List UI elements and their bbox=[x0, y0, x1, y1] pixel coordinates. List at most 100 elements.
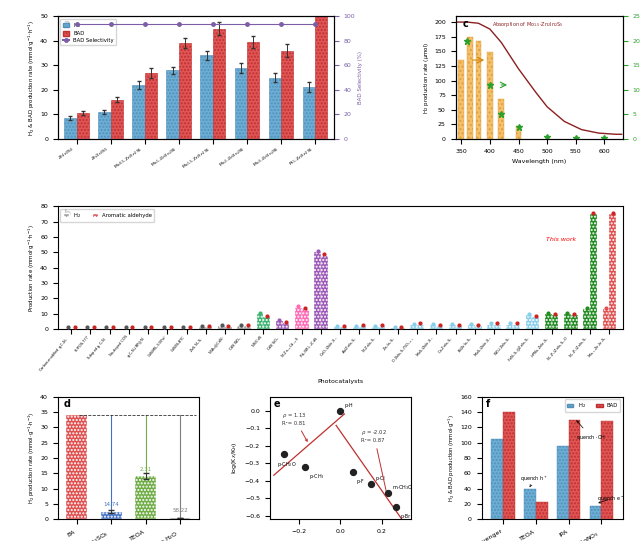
Bar bbox=[234, 68, 247, 139]
Point bbox=[351, 321, 361, 330]
Bar bbox=[132, 85, 144, 139]
Point bbox=[185, 323, 195, 332]
Point bbox=[347, 468, 358, 477]
Text: $\rho$ = 1.13
R²= 0.81: $\rho$ = 1.13 R²= 0.81 bbox=[282, 411, 308, 441]
Bar bbox=[487, 325, 494, 329]
Bar bbox=[468, 325, 475, 329]
Bar bbox=[584, 309, 590, 329]
Text: a: a bbox=[64, 19, 70, 29]
Point bbox=[243, 320, 253, 329]
Point bbox=[473, 320, 483, 329]
Point bbox=[454, 320, 464, 329]
Point bbox=[550, 310, 560, 319]
Bar bbox=[144, 72, 157, 139]
Bar bbox=[360, 326, 366, 329]
Y-axis label: log(K$_X$/K$_H$): log(K$_X$/K$_H$) bbox=[230, 441, 239, 474]
Bar bbox=[467, 37, 473, 139]
Text: quench $\cdot$OH: quench $\cdot$OH bbox=[576, 421, 606, 442]
Point bbox=[588, 208, 598, 217]
Point bbox=[313, 247, 323, 255]
Point bbox=[262, 311, 272, 320]
X-axis label: Photocatalysts: Photocatalysts bbox=[317, 379, 363, 384]
Point bbox=[383, 489, 393, 497]
Bar bbox=[282, 323, 290, 329]
Bar bbox=[535, 503, 548, 519]
Point bbox=[159, 323, 169, 332]
Bar bbox=[410, 325, 417, 329]
Bar bbox=[66, 415, 87, 519]
Point bbox=[338, 321, 349, 330]
Point bbox=[370, 321, 381, 330]
Point bbox=[485, 319, 496, 328]
Legend: H$_2$, BAD: H$_2$, BAD bbox=[565, 399, 620, 412]
Text: d: d bbox=[64, 399, 71, 409]
Bar bbox=[135, 477, 156, 519]
Point bbox=[543, 308, 553, 317]
Bar bbox=[340, 327, 347, 329]
Point bbox=[293, 302, 304, 311]
Text: p-H: p-H bbox=[344, 403, 353, 407]
Text: 2.31: 2.31 bbox=[139, 467, 152, 472]
Bar bbox=[263, 317, 270, 329]
Point bbox=[121, 323, 131, 332]
Y-axis label: Production rate (mmol$\cdot$g$^{-1}$$\cdot$h$^{-1}$): Production rate (mmol$\cdot$g$^{-1}$$\cd… bbox=[27, 224, 37, 312]
Bar bbox=[315, 253, 321, 329]
Bar bbox=[169, 518, 191, 519]
Bar bbox=[110, 100, 123, 139]
Point bbox=[236, 320, 246, 329]
Text: p-CH$_2$O: p-CH$_2$O bbox=[277, 460, 297, 469]
Point bbox=[274, 316, 284, 325]
Bar bbox=[372, 327, 379, 329]
Bar bbox=[458, 60, 464, 139]
Bar bbox=[569, 420, 580, 519]
Text: p-Br: p-Br bbox=[401, 514, 411, 519]
Point bbox=[601, 304, 611, 312]
Bar bbox=[429, 325, 437, 329]
Point bbox=[69, 323, 80, 332]
Point bbox=[415, 319, 426, 328]
Point bbox=[396, 323, 406, 332]
Y-axis label: BAD Selectivity (%): BAD Selectivity (%) bbox=[358, 51, 363, 104]
Y-axis label: H$_2$ & BAD production rate (mmol$\cdot$g$^{-1}$$\cdot$h$^{-1}$): H$_2$ & BAD production rate (mmol$\cdot$… bbox=[27, 19, 37, 136]
Bar bbox=[449, 325, 456, 329]
Text: m-CH$_3$O: m-CH$_3$O bbox=[392, 483, 413, 492]
Point bbox=[108, 323, 118, 332]
Point bbox=[447, 320, 457, 328]
Text: quench e$^-$: quench e$^-$ bbox=[597, 494, 625, 503]
Point bbox=[408, 320, 419, 328]
Point bbox=[332, 321, 342, 330]
Bar bbox=[257, 314, 263, 329]
Point bbox=[435, 320, 445, 329]
Y-axis label: H$_2$ production rate ($\mu$mol): H$_2$ production rate ($\mu$mol) bbox=[422, 42, 431, 114]
Legend: H$_2$, Aromatic aldehyde: H$_2$, Aromatic aldehyde bbox=[60, 209, 154, 222]
Point bbox=[377, 320, 387, 329]
Text: e: e bbox=[274, 399, 281, 409]
Point bbox=[279, 450, 290, 459]
Bar bbox=[178, 43, 191, 139]
Text: 14.74: 14.74 bbox=[103, 502, 119, 507]
Text: p-Cl: p-Cl bbox=[376, 476, 385, 481]
Bar bbox=[526, 315, 532, 329]
Text: f: f bbox=[486, 399, 490, 409]
Text: $\rho$ = -2.02
R²= 0.87: $\rho$ = -2.02 R²= 0.87 bbox=[361, 428, 388, 496]
Bar bbox=[213, 29, 225, 139]
Point bbox=[146, 323, 157, 332]
Text: Absorption of Mo$_{1.5}$-Zn$_2$In$_2$S$_5$: Absorption of Mo$_{1.5}$-Zn$_2$In$_2$S$_… bbox=[492, 20, 564, 29]
Bar bbox=[494, 325, 501, 329]
Bar bbox=[564, 314, 571, 329]
Point bbox=[82, 323, 92, 332]
Text: p-CH$_3$: p-CH$_3$ bbox=[309, 472, 325, 481]
Bar bbox=[551, 315, 559, 329]
Bar bbox=[334, 327, 340, 329]
Point bbox=[101, 323, 112, 332]
Bar bbox=[302, 88, 315, 139]
Point bbox=[512, 319, 522, 328]
Point bbox=[607, 208, 618, 217]
Bar bbox=[437, 326, 443, 329]
Point bbox=[367, 480, 377, 489]
Point bbox=[531, 311, 541, 320]
Bar bbox=[602, 421, 613, 519]
Bar bbox=[391, 328, 398, 329]
Bar bbox=[475, 326, 482, 329]
Point bbox=[319, 250, 329, 259]
